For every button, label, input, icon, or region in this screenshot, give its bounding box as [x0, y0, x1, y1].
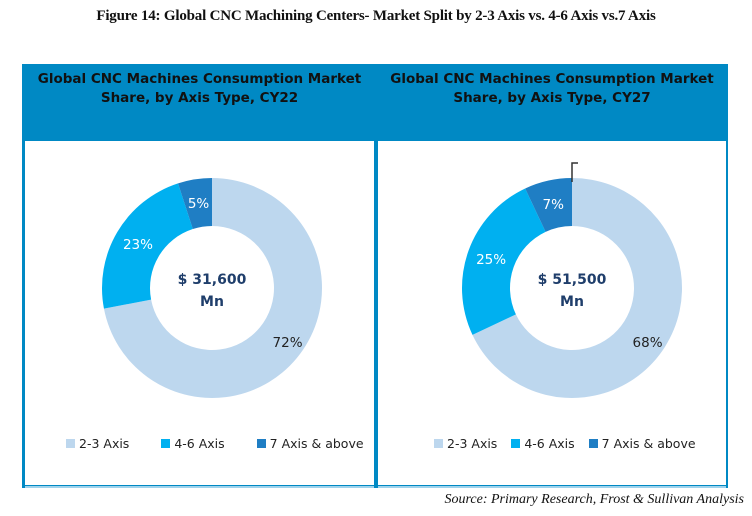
legend-swatch: [588, 439, 598, 448]
legend-label: 7 Axis & above: [269, 436, 364, 451]
legend-cy27: 2-3 Axis 4-6 Axis 7 Axis & above: [434, 436, 710, 451]
donut-slice-7-axis-above: [178, 178, 212, 230]
chart-title-line: Global CNC Machines Consumption Market: [390, 71, 714, 87]
chart-title-cy22: Global CNC Machines Consumption Market S…: [25, 70, 374, 108]
panel-bottom-border: [25, 486, 374, 488]
legend-label: 4-6 Axis: [524, 436, 575, 451]
donut-chart-cy27: 68% 25% 7% $ 51,500 Mn: [462, 178, 682, 398]
chart-title-line: Share, by Axis Type, CY22: [100, 90, 299, 106]
figure-title: Figure 14: Global CNC Machining Centers-…: [96, 8, 656, 24]
legend-label: 2-3 Axis: [79, 436, 130, 451]
donut-chart-cy22: 72% 23% 5% $ 31,600 Mn: [102, 178, 323, 398]
data-label-2-3-axis: 68%: [633, 335, 663, 351]
center-value: $ 51,500: [538, 272, 607, 288]
legend-item-2-3-axis: 2-3 Axis: [66, 436, 129, 451]
data-label-7-axis-above: 5%: [188, 196, 210, 212]
legend-label: 7 Axis & above: [601, 436, 696, 451]
legend-label: 2-3 Axis: [447, 436, 498, 451]
data-label-2-3-axis: 72%: [273, 335, 303, 351]
source-note: Source: Primary Research, Frost & Sulliv…: [444, 492, 744, 507]
legend-item-4-6-axis: 4-6 Axis: [161, 436, 225, 451]
donut-slice-4-6-axis: [462, 188, 546, 335]
legend-swatch: [434, 439, 443, 448]
legend-label: 4-6 Axis: [174, 436, 225, 451]
legend-swatch: [66, 439, 75, 448]
data-label-7-axis-above: 7%: [543, 197, 565, 213]
legend-item-4-6-axis: 4-6 Axis: [511, 436, 575, 451]
center-unit: Mn: [560, 294, 584, 310]
donut-slice-4-6-axis: [102, 183, 193, 309]
leader-line: [571, 162, 578, 182]
legend-cy22: 2-3 Axis 4-6 Axis 7 Axis & above: [66, 436, 396, 451]
center-value: $ 31,600: [178, 272, 247, 288]
panel-bottom-border: [378, 486, 726, 488]
legend-item-7-axis-above: 7 Axis & above: [588, 436, 696, 451]
legend-item-2-3-axis: 2-3 Axis: [434, 436, 497, 451]
donut-slice-2-3-axis: [472, 178, 682, 398]
legend-item-7-axis-above: 7 Axis & above: [256, 436, 364, 451]
chart-title-line: Global CNC Machines Consumption Market: [37, 71, 362, 87]
legend-swatch: [511, 439, 521, 448]
chart-title-cy27: Global CNC Machines Consumption Market S…: [378, 70, 726, 108]
donut-slice-2-3-axis: [103, 178, 323, 398]
data-label-4-6-axis: 25%: [476, 252, 506, 268]
legend-swatch: [256, 439, 266, 448]
data-label-4-6-axis: 23%: [123, 237, 153, 253]
donut-slice-7-axis-above: [525, 178, 572, 232]
legend-swatch: [161, 439, 171, 448]
chart-title-line: Share, by Axis Type, CY27: [453, 90, 651, 106]
center-unit: Mn: [200, 294, 224, 310]
